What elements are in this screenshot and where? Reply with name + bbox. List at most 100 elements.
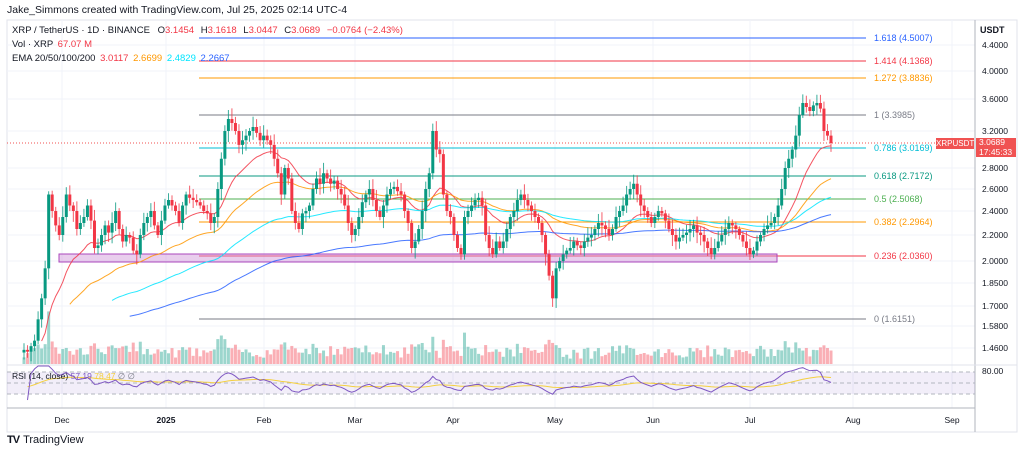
volume-bar bbox=[797, 348, 801, 364]
candle-body bbox=[547, 254, 551, 276]
candle-body bbox=[22, 349, 26, 353]
volume-bar bbox=[61, 349, 65, 364]
candle-body bbox=[188, 194, 192, 198]
volume-bar bbox=[783, 341, 787, 364]
volume-bar bbox=[166, 353, 170, 364]
candle-body bbox=[244, 135, 248, 141]
volume-bar bbox=[138, 341, 142, 364]
rsi-label[interactable]: RSI (14, close) bbox=[12, 371, 69, 381]
candle-body bbox=[642, 205, 646, 211]
candle-body bbox=[124, 235, 128, 242]
tradingview-branding[interactable]: TV TradingView bbox=[7, 434, 84, 446]
candle-body bbox=[293, 211, 297, 223]
candle-body bbox=[526, 200, 530, 206]
volume-bar bbox=[353, 347, 357, 364]
candle-body bbox=[378, 211, 382, 217]
volume-bar bbox=[685, 356, 689, 364]
currency-label[interactable]: USDT bbox=[980, 25, 1005, 35]
candle-body bbox=[607, 229, 611, 235]
price-tick-label: 2.0000 bbox=[982, 256, 1008, 266]
chart-frame bbox=[6, 19, 1018, 433]
candle-body bbox=[480, 197, 484, 206]
candle-body bbox=[219, 158, 223, 189]
candle-body bbox=[131, 237, 135, 251]
candle-body bbox=[508, 217, 512, 229]
volume-bar bbox=[554, 345, 558, 364]
volume-bar bbox=[269, 354, 273, 364]
candle-body bbox=[262, 135, 266, 141]
candle-body bbox=[68, 194, 72, 206]
candle-body bbox=[455, 235, 459, 248]
candle-body bbox=[149, 211, 153, 217]
volume-bar bbox=[639, 353, 643, 364]
candle-body bbox=[815, 103, 819, 106]
candle-body bbox=[494, 241, 498, 255]
candle-body bbox=[420, 211, 424, 229]
volume-label[interactable]: Vol · XRP bbox=[12, 39, 54, 50]
volume-bar bbox=[649, 355, 653, 364]
candle-body bbox=[424, 189, 428, 211]
volume-bar bbox=[688, 347, 692, 364]
tradingview-brand-text: TradingView bbox=[23, 434, 84, 446]
volume-bar bbox=[89, 345, 93, 364]
volume-bar bbox=[304, 348, 308, 364]
current-price-value: 3.0689 bbox=[979, 137, 1005, 147]
candle-body bbox=[304, 211, 308, 214]
support-zone-rectangle[interactable] bbox=[58, 253, 778, 263]
ohlc-low: 3.0447 bbox=[248, 25, 278, 36]
volume-bar bbox=[808, 356, 812, 364]
candle-body bbox=[138, 235, 142, 255]
candle-body bbox=[632, 183, 636, 189]
volume-bar bbox=[318, 353, 322, 364]
volume-bar bbox=[628, 347, 632, 364]
candle-body bbox=[600, 223, 604, 226]
candle-body bbox=[614, 217, 618, 229]
volume-bar bbox=[378, 353, 382, 364]
volume-bar bbox=[276, 349, 280, 364]
volume-bar bbox=[293, 348, 297, 364]
volume-bar bbox=[350, 347, 354, 364]
ema-label[interactable]: EMA 20/50/100/200 bbox=[12, 53, 96, 64]
volume-bar bbox=[825, 348, 829, 364]
ohlc-open: 3.1454 bbox=[165, 25, 195, 36]
fib-level-label: 1.414 (4.1368) bbox=[874, 56, 933, 66]
symbol-title[interactable]: XRP / TetherUS · 1D · BINANCE bbox=[12, 25, 150, 36]
volume-bar bbox=[329, 346, 333, 364]
fib-level-label: 1.272 (3.8836) bbox=[874, 73, 933, 83]
candle-body bbox=[730, 223, 734, 226]
candle-body bbox=[135, 250, 139, 255]
candle-body bbox=[230, 119, 234, 123]
ema50-value: 2.6699 bbox=[133, 53, 163, 64]
volume-bar bbox=[632, 348, 636, 364]
volume-bar bbox=[283, 342, 287, 364]
price-axis[interactable]: 4.4000 4.0000 3.6000 3.2000 2.8000 2.6000 2.40… bbox=[982, 40, 1008, 376]
candle-body bbox=[279, 173, 283, 195]
candle-body bbox=[96, 245, 100, 248]
volume-bar bbox=[670, 352, 674, 364]
time-axis[interactable]: Dec 2025 Feb Mar Apr May Jun Jul Aug Sep bbox=[54, 415, 959, 425]
volume-bar bbox=[699, 350, 703, 364]
volume-bar bbox=[759, 345, 763, 364]
candle-body bbox=[36, 319, 40, 341]
volume-bar bbox=[205, 352, 209, 364]
candle-body bbox=[441, 154, 445, 195]
volume-bar bbox=[307, 354, 311, 364]
volume-bar bbox=[244, 349, 248, 364]
volume-bar bbox=[195, 348, 199, 364]
candle-body bbox=[773, 217, 777, 223]
candle-body bbox=[699, 232, 703, 235]
fib-retracement[interactable]: 1.618 (4.5007) 1.414 (4.1368) 1.272 (3.883… bbox=[199, 33, 933, 324]
volume-bar bbox=[64, 347, 68, 364]
volume-bar bbox=[445, 346, 449, 364]
volume-bar bbox=[219, 335, 223, 364]
volume-bar bbox=[403, 347, 407, 364]
candle-body bbox=[410, 223, 414, 248]
volume-bar bbox=[614, 350, 618, 364]
candle-body bbox=[396, 186, 400, 192]
volume-bar bbox=[487, 352, 491, 364]
volume-bar bbox=[191, 355, 195, 364]
time-tick-label: Mar bbox=[348, 415, 363, 425]
volume-bar bbox=[364, 345, 368, 364]
candle-body bbox=[822, 108, 826, 131]
